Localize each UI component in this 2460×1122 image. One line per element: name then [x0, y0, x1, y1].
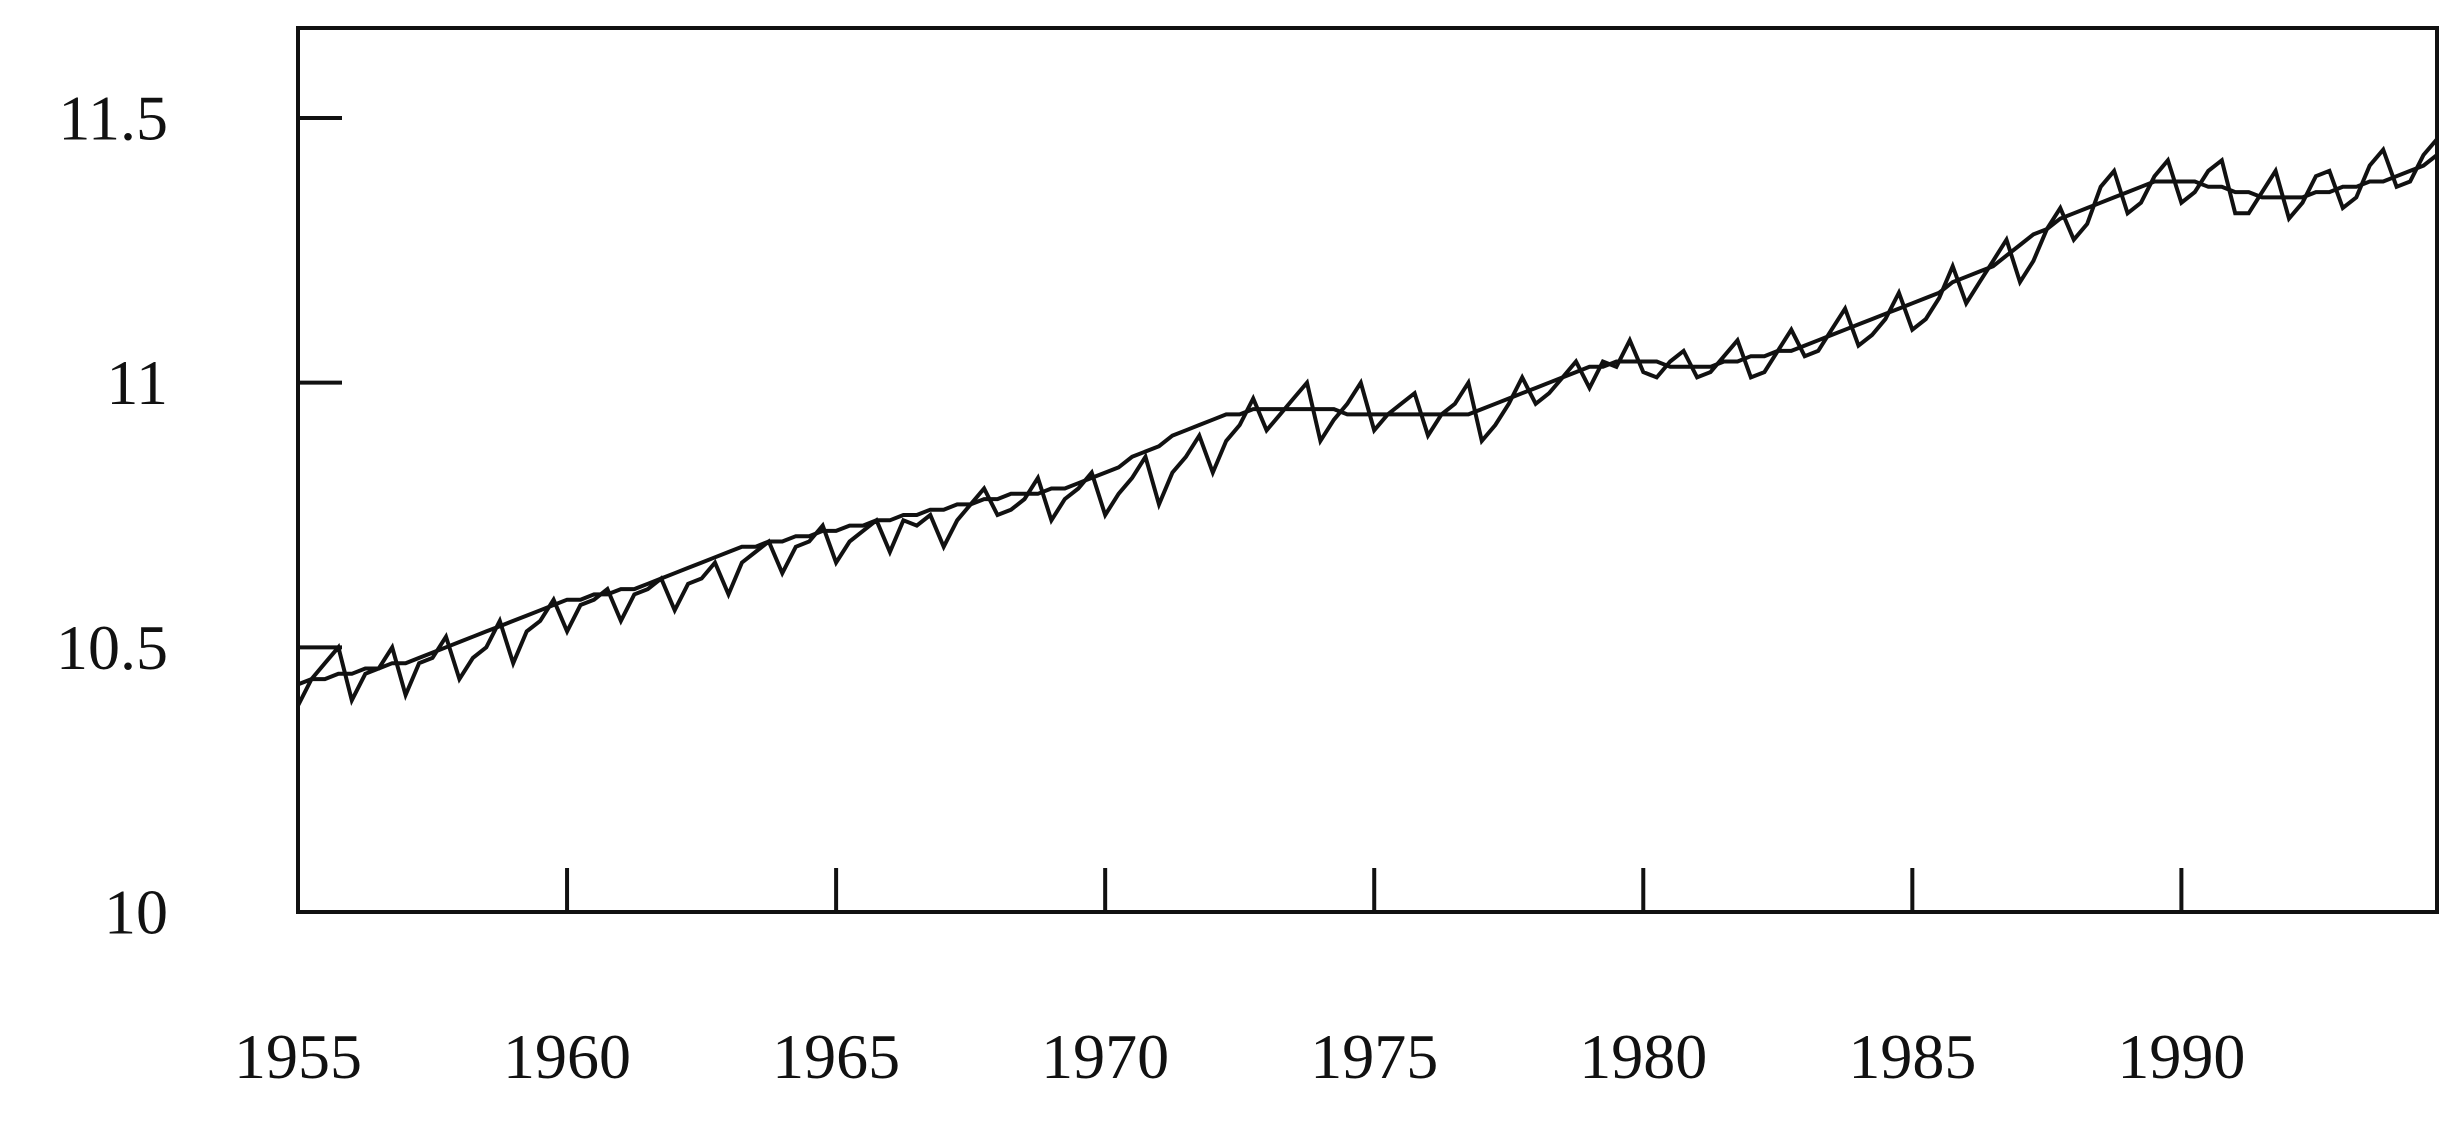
x-tick-label: 1960 [503, 1021, 631, 1092]
plot-frame [296, 26, 2439, 914]
y-tick-label: 11.5 [58, 82, 168, 153]
x-tick-label: 1985 [1848, 1021, 1976, 1092]
x-tick-label: 1955 [234, 1021, 362, 1092]
series-line-trend [297, 153, 2439, 687]
x-axis: 1955 1960 1965 1970 1975 1980 1985 1990 [234, 868, 2245, 1092]
x-tick-label: 1980 [1579, 1021, 1707, 1092]
y-tick-label: 11 [106, 347, 168, 418]
series-line-observed [296, 137, 2439, 707]
y-axis: 10 10.5 11 11.5 [56, 82, 342, 948]
x-tick-label: 1990 [2117, 1021, 2245, 1092]
y-tick-label: 10 [104, 877, 168, 948]
x-tick-label: 1970 [1041, 1021, 1169, 1092]
x-tick-label: 1965 [772, 1021, 900, 1092]
series-layer [296, 137, 2439, 707]
y-tick-label: 10.5 [56, 612, 168, 683]
x-tick-label: 1975 [1310, 1021, 1438, 1092]
